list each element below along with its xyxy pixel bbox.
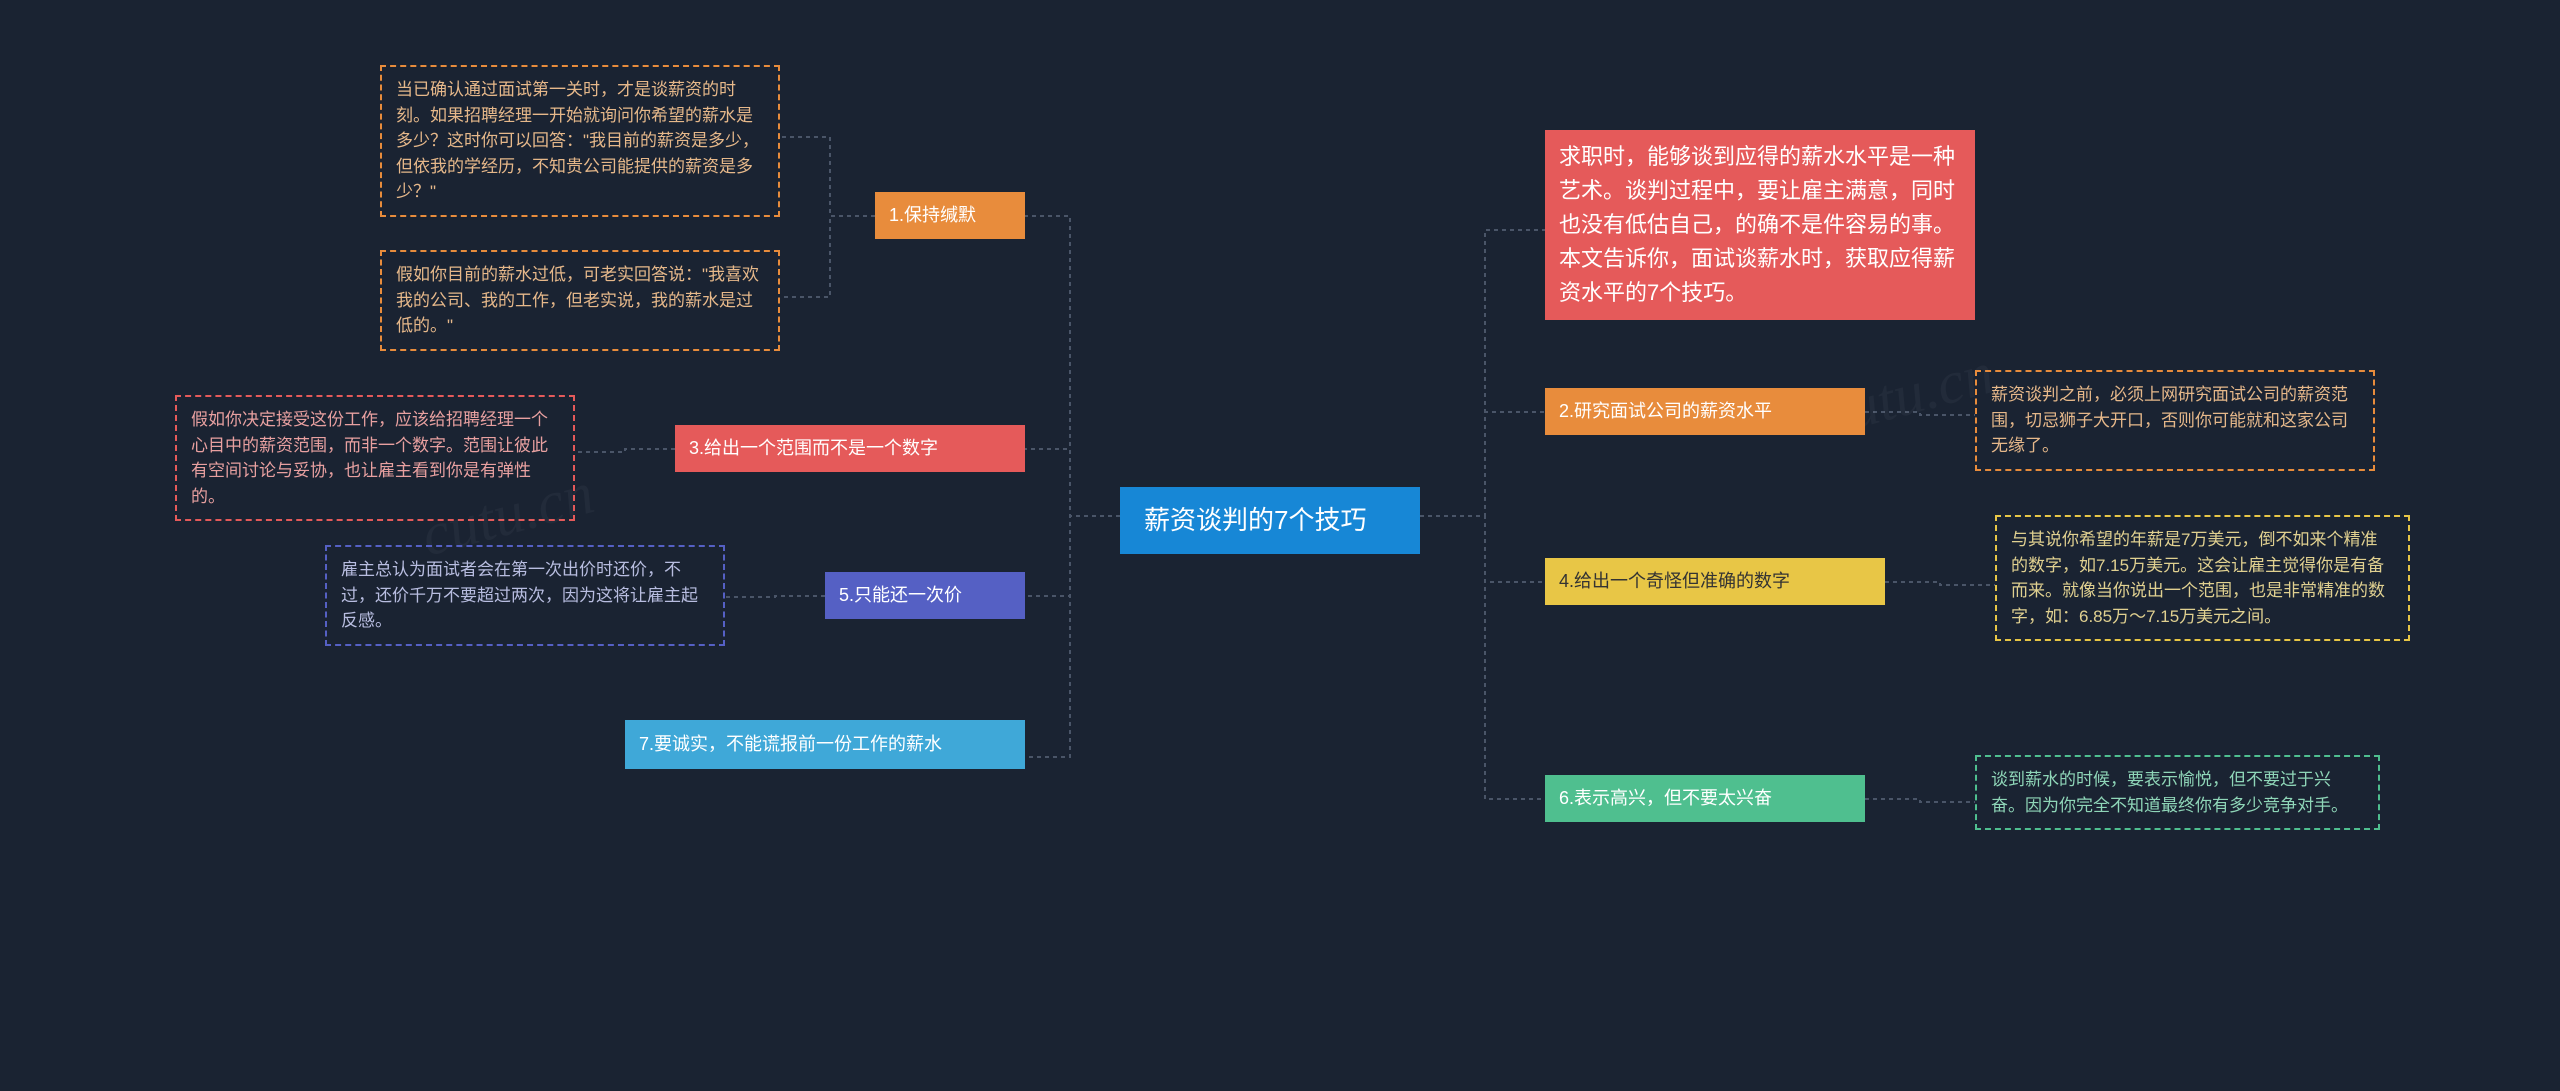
detail-r6: 谈到薪水的时候，要表示愉悦，但不要过于兴奋。因为你完全不知道最终你有多少竞争对手… xyxy=(1975,755,2380,830)
node-r6: 6.表示高兴，但不要太兴奋 xyxy=(1545,775,1865,822)
node-l3: 3.给出一个范围而不是一个数字 xyxy=(675,425,1025,472)
l1-label: 1.保持缄默 xyxy=(889,205,976,225)
center-node: 薪资谈判的7个技巧 xyxy=(1120,487,1420,554)
r4-label: 4.给出一个奇怪但准确的数字 xyxy=(1559,571,1790,591)
detail-r2: 薪资谈判之前，必须上网研究面试公司的薪资范围，切忌狮子大开口，否则你可能就和这家… xyxy=(1975,370,2375,471)
r2-label: 2.研究面试公司的薪资水平 xyxy=(1559,401,1772,421)
l1a-text: 当已确认通过面试第一关时，才是谈薪资的时刻。如果招聘经理一开始就询问你希望的薪水… xyxy=(396,80,759,201)
r4-detail-text: 与其说你希望的年薪是7万美元，倒不如来个精准的数字，如7.15万美元。这会让雇主… xyxy=(2011,530,2385,626)
r6-label: 6.表示高兴，但不要太兴奋 xyxy=(1559,788,1772,808)
l5-text: 雇主总认为面试者会在第一次出价时还价，不过，还价千万不要超过两次，因为这将让雇主… xyxy=(341,560,698,630)
detail-l1a: 当已确认通过面试第一关时，才是谈薪资的时刻。如果招聘经理一开始就询问你希望的薪水… xyxy=(380,65,780,217)
node-l1: 1.保持缄默 xyxy=(875,192,1025,239)
center-label: 薪资谈判的7个技巧 xyxy=(1144,505,1366,535)
detail-r4: 与其说你希望的年薪是7万美元，倒不如来个精准的数字，如7.15万美元。这会让雇主… xyxy=(1995,515,2410,641)
detail-l5: 雇主总认为面试者会在第一次出价时还价，不过，还价千万不要超过两次，因为这将让雇主… xyxy=(325,545,725,646)
r2-detail-text: 薪资谈判之前，必须上网研究面试公司的薪资范围，切忌狮子大开口，否则你可能就和这家… xyxy=(1991,385,2348,455)
l5-label: 5.只能还一次价 xyxy=(839,585,962,605)
intro-text: 求职时，能够谈到应得的薪水水平是一种艺术。谈判过程中，要让雇主满意，同时也没有低… xyxy=(1559,144,1955,305)
node-r4: 4.给出一个奇怪但准确的数字 xyxy=(1545,558,1885,605)
detail-l1b: 假如你目前的薪水过低，可老实回答说："我喜欢我的公司、我的工作，但老实说，我的薪… xyxy=(380,250,780,351)
l3-text: 假如你决定接受这份工作，应该给招聘经理一个心目中的薪资范围，而非一个数字。范围让… xyxy=(191,410,548,506)
node-l7: 7.要诚实，不能谎报前一份工作的薪水 xyxy=(625,720,1025,769)
l7-label: 7.要诚实，不能谎报前一份工作的薪水 xyxy=(639,734,942,754)
node-l5: 5.只能还一次价 xyxy=(825,572,1025,619)
r6-detail-text: 谈到薪水的时候，要表示愉悦，但不要过于兴奋。因为你完全不知道最终你有多少竞争对手… xyxy=(1991,770,2348,815)
intro-node: 求职时，能够谈到应得的薪水水平是一种艺术。谈判过程中，要让雇主满意，同时也没有低… xyxy=(1545,130,1975,320)
l3-label: 3.给出一个范围而不是一个数字 xyxy=(689,438,938,458)
detail-l3: 假如你决定接受这份工作，应该给招聘经理一个心目中的薪资范围，而非一个数字。范围让… xyxy=(175,395,575,521)
l1b-text: 假如你目前的薪水过低，可老实回答说："我喜欢我的公司、我的工作，但老实说，我的薪… xyxy=(396,265,759,335)
node-r2: 2.研究面试公司的薪资水平 xyxy=(1545,388,1865,435)
